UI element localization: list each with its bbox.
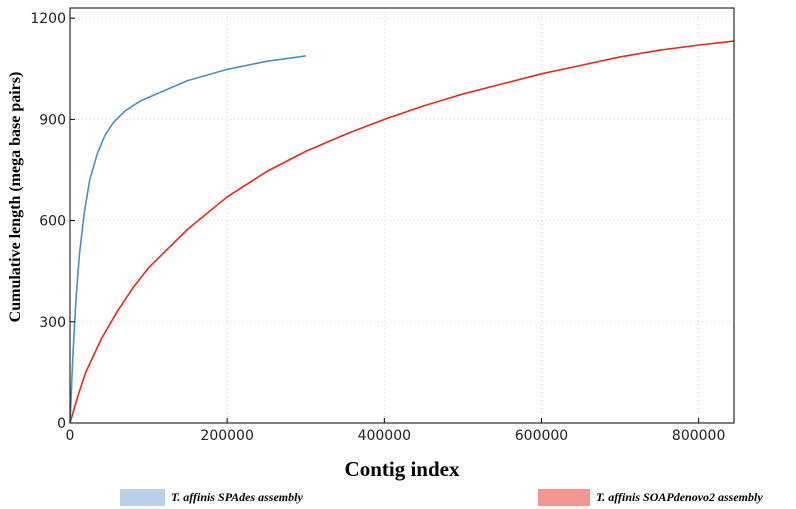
series-layer: [69, 40, 735, 424]
legend-label-soapdenovo2: T. affinis SOAPdenovo2 assembly: [596, 490, 763, 504]
y-axis-title: Cumulative length (mega base pairs): [7, 72, 24, 323]
x-axis-title: Contig index: [345, 457, 460, 481]
series-line-1: [69, 40, 735, 424]
y-tick-label: 1200: [30, 11, 66, 27]
series-line-0: [69, 55, 306, 424]
plot-frame: [69, 7, 735, 424]
y-tick-label: 300: [39, 315, 66, 331]
x-tick-label: 0: [66, 428, 75, 444]
x-tick-label: 200000: [200, 428, 253, 444]
ticks: 0 200000 400000 600000 800000 0 300 600 900 1200: [30, 11, 725, 444]
plot-area: [70, 8, 734, 423]
legend-label-spades: T. affinis SPAdes assembly: [171, 490, 303, 504]
legend: T. affinis SPAdes assembly T. affinis SO…: [120, 489, 763, 506]
y-tick-label: 900: [39, 112, 66, 128]
y-tick-label: 600: [39, 214, 66, 230]
x-tick-label: 600000: [515, 428, 568, 444]
legend-swatch-soapdenovo2: [538, 489, 590, 506]
x-tick-label: 400000: [358, 428, 411, 444]
x-tick-label: 800000: [672, 428, 725, 444]
y-tick-label: 0: [57, 416, 66, 432]
legend-swatch-spades: [120, 489, 165, 506]
